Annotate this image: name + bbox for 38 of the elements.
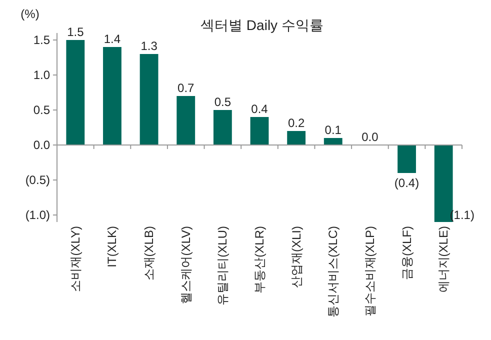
data-label: 0.4 (251, 102, 268, 116)
data-label: 0.7 (178, 81, 195, 95)
chart-title: 섹터별 Daily 수익률 (200, 17, 324, 33)
x-tick-label: 에너지(XLE) (436, 226, 451, 293)
y-tick-label: 1.5 (33, 33, 50, 47)
x-tick-label: IT(XLK) (105, 226, 120, 268)
bar (324, 138, 342, 145)
bar (398, 145, 416, 173)
y-tick-label: 1.0 (33, 68, 50, 82)
y-axis-title: (%) (20, 7, 40, 21)
bar (66, 40, 85, 145)
y-tick-label: (0.5) (25, 173, 50, 187)
x-tick-label: 유틸리티(XLU) (216, 226, 230, 306)
x-tick-label: 통신서비스(XLC) (326, 226, 340, 318)
data-label: 1.5 (67, 25, 84, 39)
y-tick-label: 0.0 (33, 138, 50, 152)
bar (140, 54, 158, 145)
y-tick-label: (1.0) (25, 208, 50, 222)
data-label: 0.0 (362, 130, 379, 144)
y-tick-label: 0.5 (33, 103, 50, 117)
bar (287, 131, 306, 145)
bar (250, 117, 269, 145)
x-tick-label: 소비재(XLY) (68, 226, 82, 292)
x-tick-label: 금융(XLF) (400, 226, 414, 280)
bar (176, 96, 196, 145)
data-label: 1.3 (140, 39, 158, 53)
x-tick-label: 산업재(XLI) (289, 226, 304, 288)
data-label: 0.5 (214, 95, 232, 109)
x-tick-label: 소재(XLB) (142, 226, 156, 281)
x-tick-label: 필수소비재(XLP) (362, 226, 377, 317)
data-label: 1.4 (104, 32, 121, 46)
x-tick-label: 헬스케어(XLV) (178, 226, 193, 304)
data-label: 0.2 (288, 116, 305, 130)
bar (213, 110, 232, 145)
x-tick-label: 부동산(XLR) (252, 226, 266, 294)
data-label: (0.4) (394, 176, 420, 190)
data-label: 0.1 (324, 123, 342, 137)
bar (103, 47, 122, 145)
